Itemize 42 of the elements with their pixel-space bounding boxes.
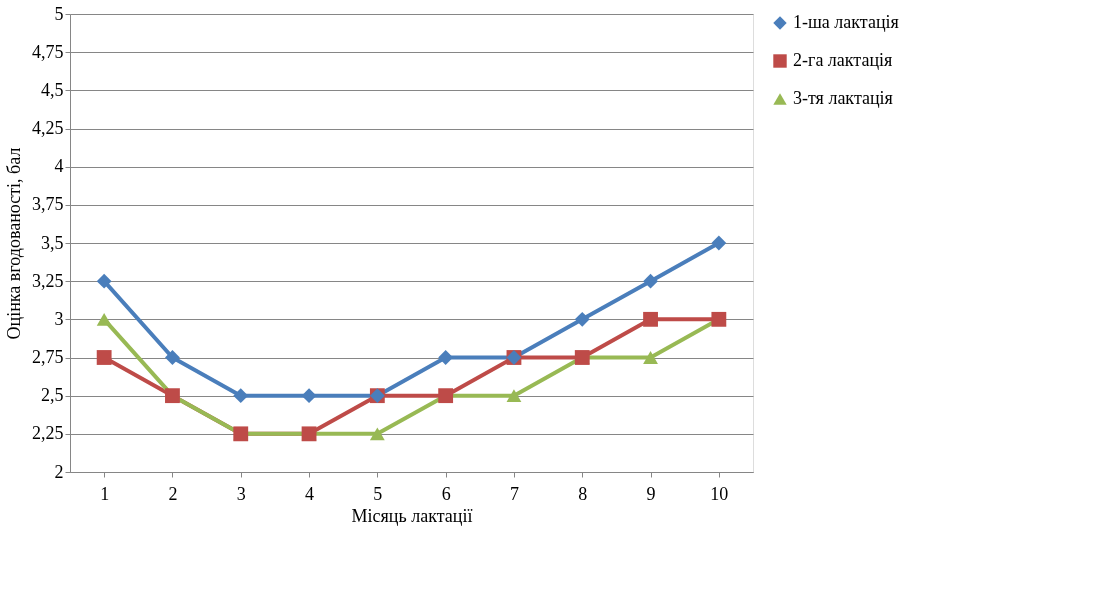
point bbox=[506, 389, 522, 403]
y-tick-label: 2,5 bbox=[41, 385, 64, 406]
x-tick-label: 8 bbox=[578, 483, 588, 504]
legend-label: 3-тя лактація bbox=[793, 88, 893, 108]
x-tick-label: 6 bbox=[441, 483, 451, 504]
point bbox=[369, 427, 385, 441]
point bbox=[96, 350, 112, 365]
x-tick-label: 10 bbox=[710, 483, 729, 504]
legend-label: 1-ша лактація bbox=[793, 12, 899, 32]
y-tick-label: 4 bbox=[54, 156, 64, 177]
y-tick-label: 4,5 bbox=[41, 79, 64, 100]
legend-label: 2-га лактація bbox=[793, 50, 893, 70]
point bbox=[233, 388, 249, 404]
y-tick-label: 3,25 bbox=[32, 270, 64, 291]
x-tick-label: 1 bbox=[100, 483, 110, 504]
y-tick-label: 4,75 bbox=[32, 41, 64, 62]
y-tick-label: 2,25 bbox=[32, 423, 64, 444]
y-tick-label: 3 bbox=[54, 308, 64, 329]
x-tick-label: 4 bbox=[305, 483, 315, 504]
point bbox=[643, 351, 658, 364]
point bbox=[438, 350, 454, 365]
point bbox=[96, 273, 112, 289]
y-tick-label: 3,75 bbox=[32, 194, 64, 215]
point bbox=[711, 235, 727, 251]
y-axis-title: Оцінка вгодованості, бал bbox=[4, 147, 24, 340]
point bbox=[96, 312, 112, 326]
y-tick-label: 2,75 bbox=[32, 347, 64, 367]
y-tick-label: 4,25 bbox=[32, 118, 64, 138]
x-tick-label: 7 bbox=[509, 483, 519, 504]
point bbox=[574, 311, 590, 327]
point bbox=[643, 311, 658, 327]
y-tick-label: 5 bbox=[54, 3, 64, 24]
x-axis-title: Місяць лактації bbox=[351, 505, 473, 526]
y-tick-label: 3,5 bbox=[41, 232, 64, 253]
x-tick-label: 5 bbox=[373, 483, 383, 504]
x-tick-label: 9 bbox=[646, 483, 656, 504]
point bbox=[301, 388, 317, 404]
x-tick-label: 3 bbox=[236, 483, 246, 504]
point bbox=[643, 273, 658, 289]
point bbox=[165, 350, 180, 365]
x-tick-label: 2 bbox=[168, 483, 178, 504]
y-tick-label: 2 bbox=[54, 461, 64, 482]
